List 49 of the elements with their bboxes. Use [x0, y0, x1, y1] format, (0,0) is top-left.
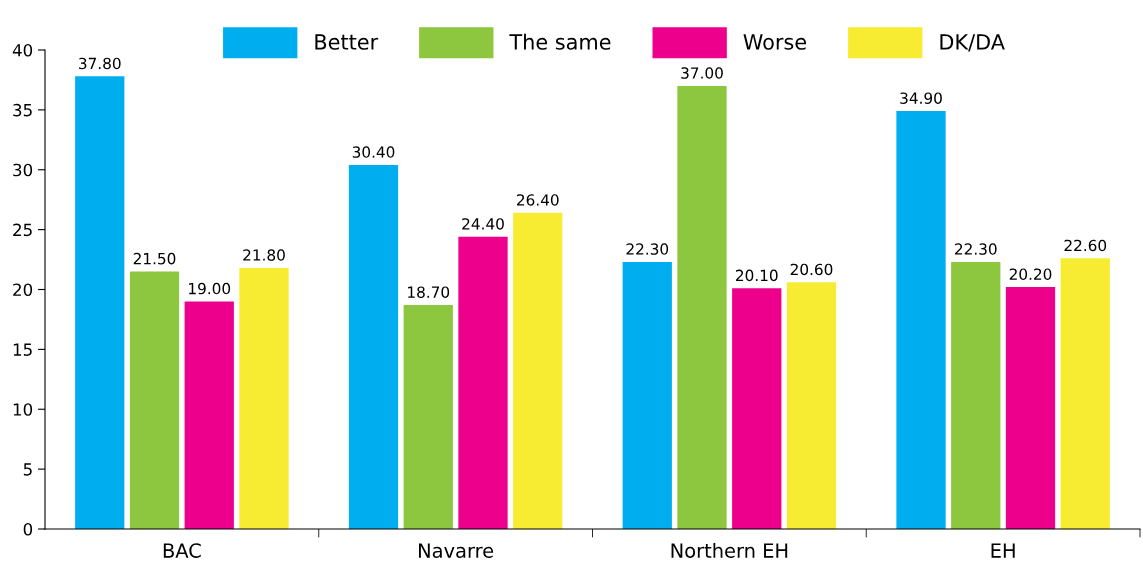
data-label: 21.50: [133, 252, 176, 265]
bar: [75, 76, 125, 529]
data-label: 22.30: [955, 243, 997, 255]
data-label: 19.00: [189, 282, 231, 295]
bar: [129, 271, 180, 529]
bar: [184, 301, 234, 529]
data-label: 20.10: [736, 269, 778, 282]
y-tick-label: 5: [23, 463, 32, 476]
bar: [513, 212, 563, 529]
x-tick-label: BAC: [163, 543, 201, 558]
data-label: 18.70: [408, 286, 450, 298]
y-tick-label: 20: [13, 283, 33, 297]
bar: [239, 267, 289, 529]
bar: [677, 85, 727, 529]
data-label: 21.80: [243, 249, 285, 261]
y-tick-label: 30: [13, 163, 33, 177]
data-label: 37.80: [79, 57, 121, 70]
data-label: 37.00: [681, 67, 723, 79]
y-tick-label: 15: [13, 343, 32, 356]
y-tick-label: 0: [23, 522, 33, 536]
data-label: 22.30: [626, 243, 669, 255]
x-tick-label: Northern EH: [671, 542, 788, 558]
legend-label: DK/DA: [940, 34, 1005, 52]
bar: [786, 282, 837, 529]
bar: [348, 164, 399, 529]
bar: [403, 305, 453, 529]
bar: [896, 111, 946, 529]
data-label: 20.60: [790, 263, 833, 276]
bar: [458, 236, 508, 529]
data-label: 26.40: [517, 194, 559, 206]
bar: [622, 261, 672, 529]
y-tick-label: 25: [13, 223, 32, 237]
legend-label: Worse: [743, 34, 807, 50]
x-tick-label: EH: [991, 543, 1015, 558]
data-label: 30.40: [352, 146, 395, 158]
data-label: 24.40: [462, 218, 504, 230]
x-tick-label: Navarre: [419, 543, 494, 558]
bar: [732, 288, 782, 529]
data-label: 34.90: [900, 92, 942, 104]
bar: [951, 261, 1001, 529]
data-label: 20.20: [1009, 268, 1052, 280]
y-tick-label: 35: [13, 103, 32, 117]
bar: [1060, 258, 1110, 529]
legend-label: The same: [509, 33, 611, 50]
bar: [1005, 287, 1056, 529]
y-tick-label: 40: [12, 43, 33, 57]
legend-label: Better: [315, 34, 379, 50]
data-label: 22.60: [1064, 239, 1107, 252]
y-tick-label: 10: [13, 403, 33, 416]
